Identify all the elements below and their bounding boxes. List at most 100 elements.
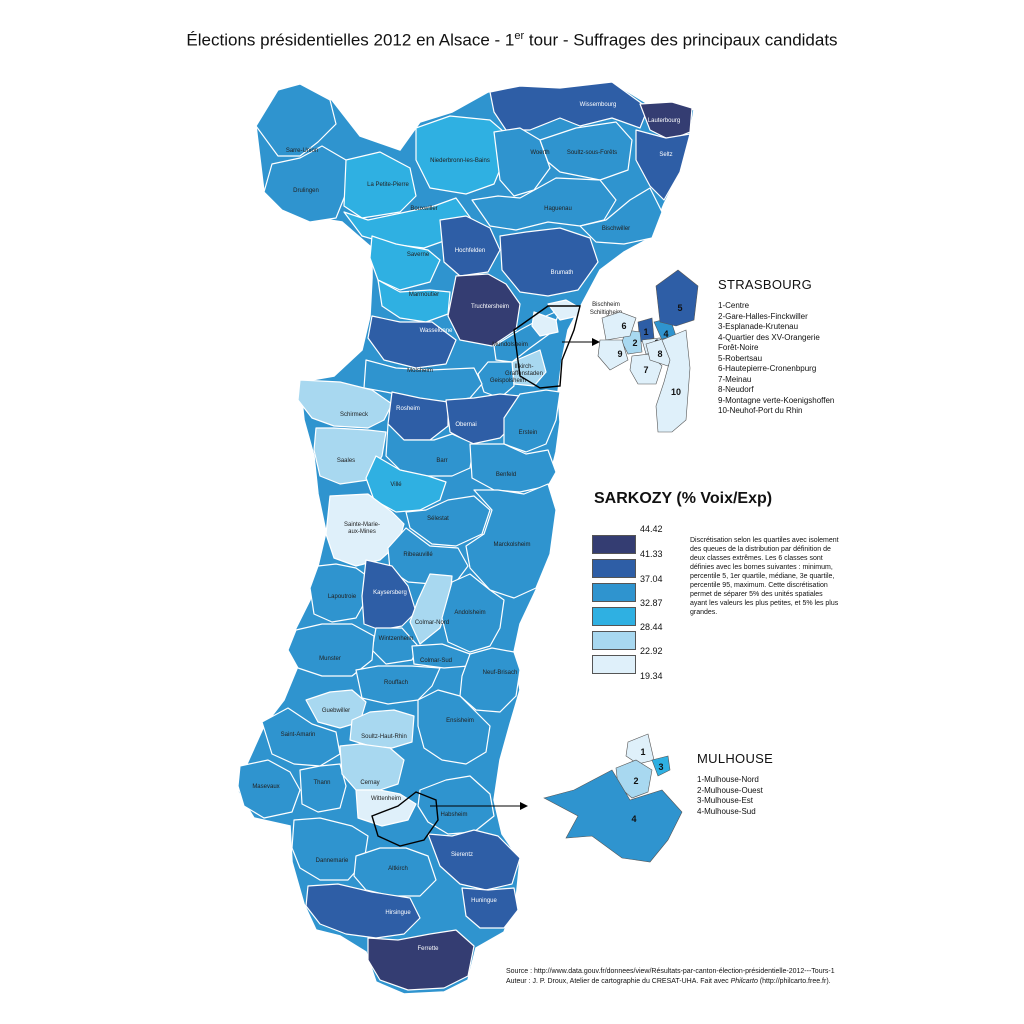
canton-label: Ensisheim: [446, 718, 474, 724]
footer-author: Auteur : J. P. Droux, Atelier de cartogr…: [506, 978, 831, 985]
strasbourg-zone-label: 7: [643, 365, 648, 375]
strasbourg-item: 1-Centre: [718, 301, 750, 310]
mulhouse-item: 4-Mulhouse-Sud: [697, 806, 756, 816]
canton-label: Wintzenheim: [379, 636, 414, 642]
footer-source: Source : http://www.data.gouv.fr/donnees…: [506, 968, 835, 975]
canton-label: Saales: [337, 458, 355, 464]
mulhouse-title: MULHOUSE: [697, 751, 774, 766]
strasbourg-outline: [513, 305, 581, 389]
canton-label: Kaysersberg: [373, 590, 407, 596]
canton-ferrette: [367, 929, 475, 991]
legend-swatch-2: [592, 559, 636, 578]
canton-label: Cernay: [360, 780, 379, 786]
canton-munster: [287, 623, 375, 677]
canton-bischwiller: [579, 187, 663, 245]
canton-label: Mundolsheim: [492, 342, 528, 348]
mulhouse-outline: [371, 791, 439, 847]
canton-truchtersheim: [447, 273, 521, 347]
canton-label: Ferrette: [417, 946, 439, 952]
strasbourg-item: 2-Gare-Halles-Finckwiller: [718, 311, 808, 321]
canton-habsheim: [417, 775, 495, 835]
canton-label: Wittenheim: [371, 796, 401, 802]
canton-masevaux: [237, 759, 301, 819]
legend-break: 41.33: [640, 549, 663, 559]
legend-break: 19.34: [640, 671, 663, 681]
canton-label: Sierentz: [451, 852, 473, 858]
canton-label: Villé: [390, 482, 402, 488]
legend-break: 22.92: [640, 646, 663, 656]
strasbourg-item: 7-Meinau: [718, 374, 752, 384]
strasbourg-zone-label: 9: [617, 349, 622, 359]
legend-break: 32.87: [640, 598, 663, 608]
canton-label: Soultz-Haut-Rhin: [361, 734, 407, 740]
legend-swatch-3: [592, 583, 636, 602]
canton-label: Hochfelden: [455, 248, 485, 254]
canton-label: Molsheim: [407, 368, 433, 374]
canton-drulingen: [263, 145, 349, 223]
strasbourg-list: 1-Centre 2-Gare-Halles-Finckwiller 3-Esp…: [718, 301, 834, 417]
canton-ensisheim: [417, 689, 491, 765]
canton-niederbronn-les-bains: [415, 115, 505, 195]
canton-altkirch: [353, 847, 437, 897]
strasbourg-zone-label: 6: [621, 321, 626, 331]
canton-label: Wasselonne: [420, 328, 453, 334]
mulhouse-item: 1-Mulhouse-Nord: [697, 775, 759, 784]
canton-label: Colmar-Nord: [415, 620, 449, 626]
strasbourg-zone-label: 5: [677, 303, 682, 313]
canton-andolsheim: [441, 573, 505, 653]
strasbourg-zone-label: 10: [671, 387, 681, 397]
canton-schiltigheim: [531, 311, 559, 337]
canton-la-petite-pierre: [343, 151, 417, 219]
canton-label: Thann: [313, 780, 330, 786]
canton-label: Hirsingue: [385, 910, 411, 916]
canton-label: Marckolsheim: [493, 542, 530, 548]
canton-brumath: [499, 227, 599, 297]
canton-label: Drulingen: [293, 188, 319, 194]
canton-label: Neuf-Brisach: [483, 670, 518, 676]
canton-label: Guebwiller: [322, 708, 350, 714]
canton-label: Lauterbourg: [648, 118, 680, 124]
strasbourg-item: 4-Quartier des XV-Orangerie: [718, 332, 820, 342]
canton-label: Erstein: [519, 430, 538, 436]
canton-label: Truchtersheim: [471, 304, 509, 310]
canton-sarre-union: [255, 83, 337, 157]
canton-label: Bischwiller: [602, 226, 630, 232]
strasbourg-title: STRASBOURG: [718, 277, 813, 292]
canton-label: Woerth: [530, 150, 549, 156]
strasbourg-zone-label: 8: [657, 349, 662, 359]
strasbourg-arrow-head: [592, 338, 600, 346]
canton-label: Saint-Amarin: [281, 732, 316, 738]
strasbourg-zone: [655, 329, 691, 433]
legend-swatch-1: [592, 535, 636, 554]
canton-label: Bischheim: [592, 302, 620, 308]
canton-label: Haguenau: [544, 206, 572, 212]
canton-label: Sarre-Union: [286, 148, 318, 154]
mulhouse-zone: [625, 733, 655, 765]
canton-label: Huningue: [471, 898, 497, 904]
mulhouse-arrow-head: [520, 802, 528, 810]
mulhouse-item: 2-Mulhouse-Ouest: [697, 785, 763, 795]
canton-label: Altkirch: [388, 866, 408, 872]
legend-swatch-4: [592, 607, 636, 626]
strasbourg-zone: [655, 269, 699, 327]
canton-label: Barr: [436, 458, 447, 464]
legend-title: SARKOZY (% Voix/Exp): [594, 490, 773, 507]
strasbourg-zone-label: 1: [643, 327, 648, 337]
canton-label: Schirmeck: [340, 412, 369, 418]
mulhouse-zone: [543, 769, 683, 863]
strasbourg-zone-label: 2: [632, 338, 637, 348]
mulhouse-zone: [651, 755, 671, 777]
map-title: Élections présidentielles 2012 en Alsace…: [186, 30, 838, 50]
canton-label: Lapoutroie: [328, 594, 357, 600]
canton-label: Sélestat: [427, 516, 449, 522]
strasbourg-zone: [597, 339, 629, 371]
canton-marckolsheim: [465, 483, 557, 599]
strasbourg-item: 6-Hautepierre-Cronenbpurg: [718, 364, 817, 373]
canton-haguenau: [471, 177, 617, 231]
canton-label: Saverne: [407, 252, 430, 258]
strasbourg-item: 5-Robertsau: [718, 353, 763, 363]
canton-label: Habsheim: [440, 812, 467, 818]
canton-benfeld: [469, 443, 557, 493]
canton-label: Ribeauvillé: [403, 552, 433, 558]
canton-label: Niederbronn-les-Bains: [430, 158, 490, 164]
